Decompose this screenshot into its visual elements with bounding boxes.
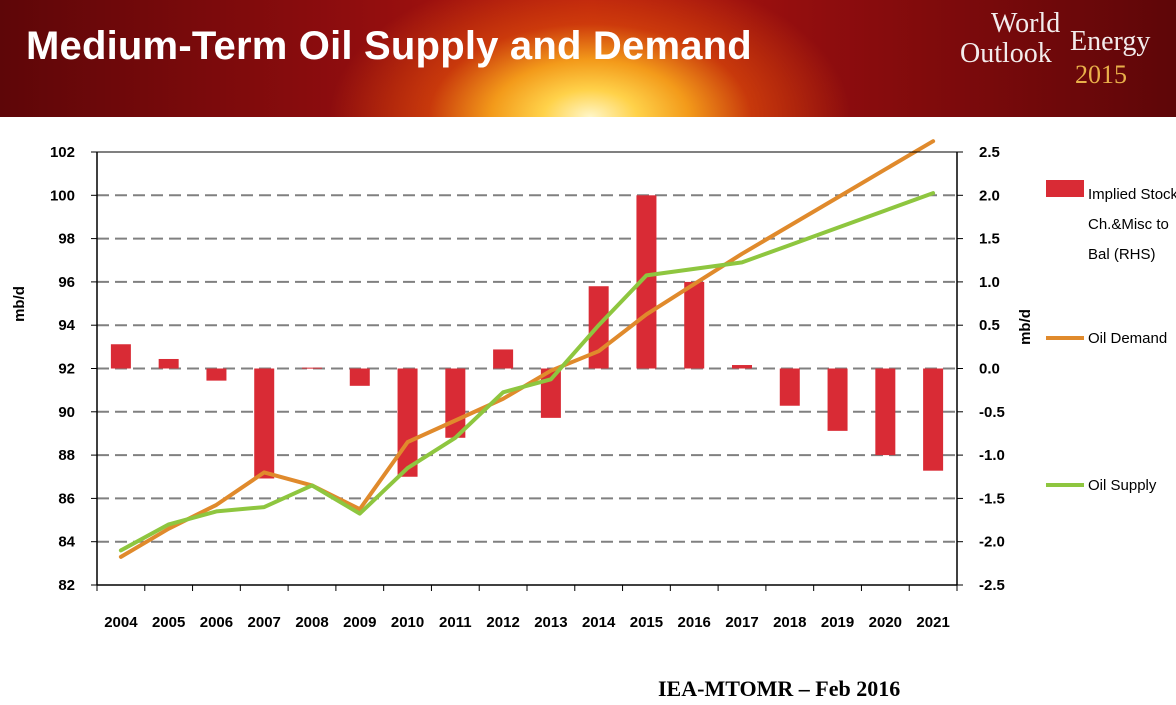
source-note: IEA-MTOMR – Feb 2016 [658, 676, 901, 701]
x-tick-label: 2004 [104, 614, 138, 631]
left-tick-label: 90 [58, 404, 75, 421]
x-tick-label: 2016 [678, 614, 711, 631]
left-tick-label: 92 [58, 361, 75, 378]
legend-label-supply: Oil Supply [1088, 477, 1157, 494]
x-tick-label: 2006 [200, 614, 233, 631]
stock-change-bars [110, 195, 944, 479]
bar-2011 [445, 368, 466, 438]
bar-2010 [397, 368, 418, 477]
right-tick-label: -2.0 [979, 534, 1005, 551]
left-tick-label: 84 [58, 534, 75, 551]
right-tick-label: -2.5 [979, 577, 1005, 594]
right-tick-label: 1.0 [979, 274, 1000, 291]
bar-2016 [684, 281, 705, 369]
bar-2012 [493, 349, 514, 369]
left-tick-label: 86 [58, 490, 75, 507]
bar-2015 [636, 195, 657, 369]
logo-year: 2015 [1075, 60, 1127, 89]
left-tick-label: 98 [58, 231, 75, 248]
bar-2021 [923, 368, 944, 471]
oil-supply-line [118, 191, 936, 553]
page-title: Medium-Term Oil Supply and Demand [26, 24, 752, 68]
bar-2005 [158, 358, 179, 369]
logo-word-world: World [991, 8, 1061, 39]
bar-2006 [206, 368, 227, 381]
legend-label-demand: Oil Demand [1088, 330, 1167, 347]
right-tick-label: 0.0 [979, 361, 1000, 378]
logo-word-energy: Energy [1070, 26, 1151, 57]
bar-2019 [827, 368, 848, 431]
x-tick-label: 2011 [439, 614, 472, 631]
x-tick-label: 2005 [152, 614, 185, 631]
left-tick-label: 94 [58, 317, 75, 334]
bar-2008 [302, 367, 322, 369]
left-tick-label: 102 [50, 144, 75, 161]
right-tick-label: 2.5 [979, 144, 1000, 161]
bar-2017 [732, 365, 752, 369]
slide-header: Medium-Term Oil Supply and Demand World … [0, 0, 1176, 117]
legend-swatch-stock [1046, 180, 1084, 197]
left-tick-label: 96 [58, 274, 75, 291]
right-tick-label: -1.5 [979, 490, 1005, 507]
legend-label-stock: Bal (RHS) [1088, 246, 1156, 263]
x-tick-label: 2020 [869, 614, 902, 631]
left-tick-label: 82 [58, 577, 75, 594]
left-axis-label: mb/d [11, 286, 28, 322]
right-tick-label: 2.0 [979, 187, 1000, 204]
bar-2009 [349, 368, 370, 386]
x-tick-label: 2008 [295, 614, 328, 631]
weo-logo: World Outlook Energy 2015 [955, 8, 1170, 89]
right-tick-label: -1.0 [979, 447, 1005, 464]
x-tick-label: 2009 [343, 614, 376, 631]
bar-2020 [875, 368, 896, 456]
legend-label-stock: Implied Stock [1088, 186, 1176, 203]
x-tick-label: 2007 [248, 614, 281, 631]
oil-supply-demand-chart: 82 84 86 88 90 92 94 96 98 100 102 -2.5 -2.0 -1.5 -1.… [11, 139, 1176, 631]
legend-label-stock: Ch.&Misc to [1088, 216, 1169, 233]
x-tick-label: 2018 [773, 614, 806, 631]
x-tick-label: 2015 [630, 614, 663, 631]
bar-2018 [779, 368, 800, 406]
x-tick-label: 2017 [725, 614, 758, 631]
x-tick-label: 2013 [534, 614, 567, 631]
left-axis-ticks: 82 84 86 88 90 92 94 96 98 100 102 [50, 144, 97, 594]
right-axis-ticks: -2.5 -2.0 -1.5 -1.0 -0.5 0.0 0.5 1.0 1.5 2.0 2.5 [957, 144, 1005, 594]
chart-lines [118, 139, 936, 559]
x-tick-label: 2019 [821, 614, 854, 631]
right-axis-label: mb/d [1017, 309, 1034, 345]
x-tick-label: 2014 [582, 614, 616, 631]
left-tick-label: 88 [58, 447, 75, 464]
x-tick-label: 2012 [486, 614, 519, 631]
oil-demand-line [118, 139, 936, 559]
right-tick-label: -0.5 [979, 404, 1005, 421]
logo-word-outlook: Outlook [960, 38, 1052, 69]
bar-2007 [254, 368, 275, 479]
chart-legend: Implied Stock Ch.&Misc to Bal (RHS) Oil Dem… [1046, 180, 1176, 494]
x-tick-label: 2010 [391, 614, 424, 631]
right-tick-label: 1.5 [979, 231, 1000, 248]
bar-2004 [110, 344, 131, 369]
x-axis-ticks: 2004 2005 2006 2007 2008 2009 2010 2011 2012 2013… [96, 585, 958, 631]
x-tick-label: 2021 [916, 614, 949, 631]
left-tick-label: 100 [50, 187, 75, 204]
right-tick-label: 0.5 [979, 317, 1000, 334]
